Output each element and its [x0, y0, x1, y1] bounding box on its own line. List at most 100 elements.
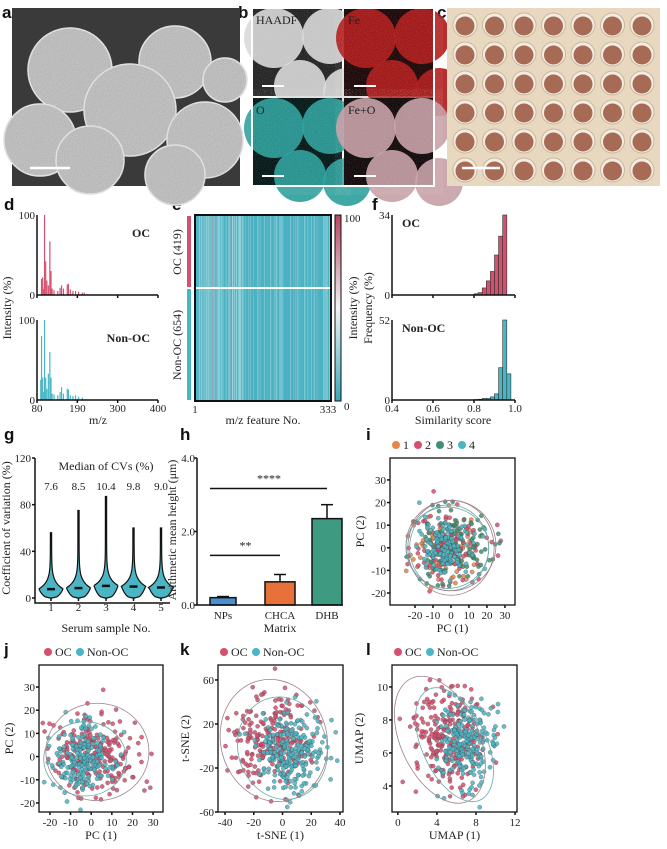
scatter-point — [314, 730, 320, 736]
legend-label: 1 — [403, 438, 409, 452]
scatter-point — [97, 762, 102, 768]
scatter-point — [83, 726, 89, 731]
scatter-point — [436, 765, 441, 771]
scatter-point — [482, 547, 488, 552]
scatter-point — [470, 723, 475, 729]
scatter-point — [314, 699, 319, 704]
scatter-point — [328, 755, 334, 761]
scatter-point — [106, 720, 111, 725]
scatter-point — [439, 699, 445, 704]
scatter-point — [135, 740, 141, 746]
scatter-point — [100, 687, 106, 693]
scatter-point — [110, 721, 115, 726]
scatter-point — [260, 733, 265, 739]
scatter-point — [284, 726, 290, 732]
scatter-point — [449, 536, 454, 541]
scatter-point — [435, 573, 441, 578]
sem-particle — [202, 57, 248, 103]
scatter-point — [144, 779, 150, 784]
sem-particle — [55, 125, 125, 195]
well-spot — [455, 45, 475, 65]
scatter-point — [428, 745, 434, 751]
scatter-point — [277, 778, 283, 784]
scatter-point — [238, 738, 244, 743]
scatter-point — [435, 515, 441, 521]
scatter-point — [419, 716, 424, 721]
scatter-point — [316, 750, 321, 756]
scatter-point — [424, 537, 429, 542]
scatter-point — [433, 692, 439, 697]
scatter-point — [107, 791, 112, 797]
x-tick-label: 8 — [473, 817, 479, 829]
scatter-point — [292, 694, 298, 700]
scatter-point — [491, 727, 497, 733]
scatter-point — [107, 740, 112, 746]
scatter-point — [139, 759, 144, 765]
scatter-point — [441, 713, 446, 718]
well-spot — [603, 161, 622, 181]
confidence-ellipse — [237, 696, 328, 800]
scatter-point — [304, 725, 310, 731]
scatter-point — [54, 751, 60, 756]
scatter-point — [478, 562, 484, 568]
scatter-point — [291, 736, 296, 741]
well-spot — [573, 16, 593, 36]
scatter-point — [295, 742, 301, 748]
series-label: OC — [132, 226, 150, 240]
well-spot — [514, 16, 534, 36]
scatter-point — [289, 741, 295, 746]
scatter-point — [333, 730, 338, 735]
scatter-point — [471, 540, 476, 546]
scatter-point — [495, 709, 501, 715]
scatter-point — [314, 760, 319, 765]
scatter-point — [445, 728, 450, 734]
well-spot — [455, 74, 475, 94]
well-spot — [455, 16, 475, 36]
scatter-point — [429, 777, 434, 782]
scatter-point — [446, 772, 452, 777]
scatter-point — [496, 531, 501, 537]
scatter-point — [461, 766, 467, 771]
legend-marker — [426, 648, 434, 656]
scatter-point — [442, 737, 448, 742]
x-tick-label: 4 — [434, 817, 440, 829]
scatter-point — [492, 735, 498, 741]
scatter-point — [465, 574, 471, 579]
scatter-point — [463, 569, 469, 575]
scatter-point — [86, 723, 92, 728]
scatter-point — [108, 758, 114, 763]
scatter-point — [425, 549, 431, 554]
scatter-point — [462, 717, 467, 722]
scatter-point — [457, 574, 462, 579]
scatter-point — [303, 762, 309, 767]
scatter-point — [469, 760, 475, 765]
scatter-point — [299, 783, 304, 789]
y-tick-label: 10 — [24, 728, 36, 740]
legend-label: OC — [55, 645, 72, 659]
scatter-point — [475, 541, 480, 547]
well-spot — [632, 74, 652, 94]
scatter-point — [257, 771, 262, 777]
well-spot — [544, 161, 563, 181]
x-tick-label: 0.4 — [385, 403, 399, 415]
violin — [93, 495, 119, 599]
scatter-point — [69, 754, 74, 760]
scatter-point — [328, 777, 333, 782]
x-tick-label: -10 — [63, 817, 78, 829]
well-spot — [514, 132, 534, 152]
scatter-point — [460, 771, 466, 776]
scatter-point — [439, 577, 444, 582]
well-spot — [455, 103, 475, 123]
legend-marker — [76, 648, 84, 656]
scatter-point — [122, 778, 127, 783]
colorbar — [334, 214, 342, 402]
scatter-point — [495, 553, 501, 558]
well-spot — [573, 103, 593, 123]
scatter-point — [445, 561, 450, 567]
scatter-point — [471, 767, 476, 772]
tile-label: HAADF — [256, 13, 298, 27]
well-spot — [485, 132, 504, 152]
scatter-point — [423, 562, 429, 567]
scatter-point — [91, 767, 97, 772]
